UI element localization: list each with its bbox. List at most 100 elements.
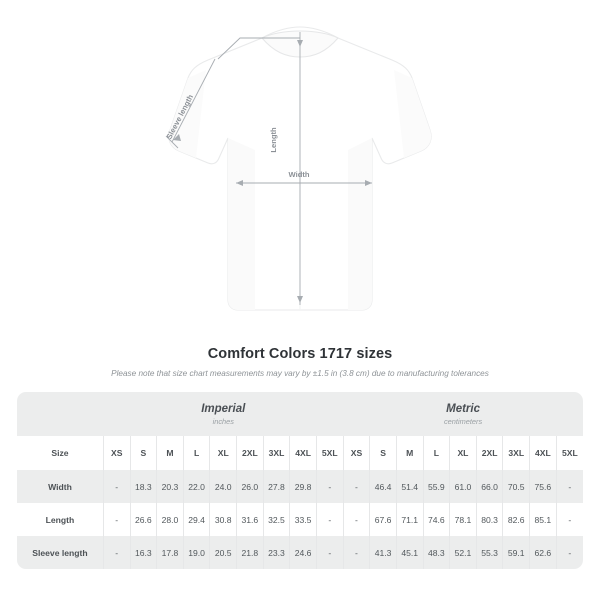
- tshirt-shade-left: [228, 138, 255, 310]
- unit-group-imperial: Imperial inches: [103, 392, 344, 436]
- size-header-metric-4xl: 4XL: [529, 436, 557, 470]
- size-header-metric-xs: XS: [342, 436, 370, 470]
- size-header-imperial-4xl: 4XL: [289, 436, 317, 470]
- unit-group-name: Imperial: [201, 402, 246, 415]
- unit-group-name: Metric: [446, 402, 480, 415]
- chart-heading: Comfort Colors 1717 sizes Please note th…: [0, 344, 600, 379]
- size-header-metric-3xl: 3XL: [502, 436, 530, 470]
- cell-length-metric-xs: -: [342, 503, 370, 536]
- row-label-sleeve-length: Sleeve length: [17, 536, 104, 569]
- cell-sleeve-length-metric-4xl: 62.6: [529, 536, 557, 569]
- cell-width-imperial-xs: -: [102, 470, 131, 503]
- tolerance-note: Please note that size chart measurements…: [111, 369, 489, 378]
- cell-width-metric-2xl: 66.0: [475, 470, 503, 503]
- cell-sleeve-length-imperial-5xl: -: [315, 536, 344, 569]
- cell-length-imperial-3xl: 32.5: [262, 503, 290, 536]
- unit-group-subtitle: inches: [212, 416, 234, 426]
- cell-sleeve-length-metric-xl: 52.1: [449, 536, 477, 569]
- cell-length-imperial-s: 26.6: [129, 503, 157, 536]
- cell-width-imperial-l: 22.0: [182, 470, 210, 503]
- tshirt-diagram: Sleeve length Length Width: [164, 26, 432, 311]
- size-header-imperial-l: L: [182, 436, 210, 470]
- table-row: Sleeve length -16.3 17.8 19.0 20.5 21.8 23.3 24…: [17, 536, 583, 569]
- cell-sleeve-length-metric-5xl: -: [555, 536, 583, 569]
- cell-width-imperial-2xl: 26.0: [236, 470, 264, 503]
- cell-width-metric-s: 46.4: [369, 470, 397, 503]
- cell-width-metric-3xl: 70.5: [502, 470, 530, 503]
- cell-length-metric-5xl: -: [555, 503, 583, 536]
- cell-width-metric-xl: 61.0: [449, 470, 477, 503]
- cell-sleeve-length-metric-l: 48.3: [422, 536, 450, 569]
- table-row: Length -26.6 28.0 29.4 30.8 31.6 32.5 33.5- -67.…: [17, 503, 583, 536]
- cell-width-imperial-4xl: 29.8: [289, 470, 317, 503]
- cell-length-imperial-4xl: 33.5: [289, 503, 317, 536]
- cell-length-imperial-5xl: -: [315, 503, 344, 536]
- cell-width-metric-4xl: 75.6: [529, 470, 557, 503]
- cell-width-imperial-xl: 24.0: [209, 470, 237, 503]
- size-header-imperial-xl: XL: [209, 436, 237, 470]
- cell-width-imperial-s: 18.3: [129, 470, 157, 503]
- tshirt-illustration: Sleeve length Length Width: [164, 26, 432, 311]
- row-label-width: Width: [17, 470, 104, 503]
- cell-sleeve-length-metric-2xl: 55.3: [475, 536, 503, 569]
- cell-sleeve-length-metric-xs: -: [342, 536, 370, 569]
- size-chart-table: Imperial inches Metric centimeters Size XS S M L…: [17, 392, 583, 569]
- cell-length-metric-2xl: 80.3: [475, 503, 503, 536]
- size-header-imperial-s: S: [129, 436, 157, 470]
- length-label: Length: [269, 127, 278, 153]
- size-header-row: Size XS S M L XL 2XL 3XL 4XL 5XL XS S M L XL 2XL 3XL 4XL 5…: [17, 436, 583, 470]
- width-label: Width: [288, 170, 309, 179]
- size-chart-table-container: Imperial inches Metric centimeters Size XS S M L…: [17, 392, 583, 569]
- unit-group-row: Imperial inches Metric centimeters: [17, 392, 583, 436]
- unit-group-subtitle: centimeters: [443, 416, 483, 426]
- tshirt-shade-right: [348, 138, 372, 310]
- cell-width-metric-m: 51.4: [395, 470, 424, 503]
- measurement-guides: [165, 32, 372, 305]
- cell-length-imperial-xl: 30.8: [209, 503, 237, 536]
- cell-length-imperial-2xl: 31.6: [236, 503, 264, 536]
- size-header-metric-m: M: [395, 436, 424, 470]
- cell-width-metric-xs: -: [342, 470, 370, 503]
- size-header-imperial-5xl: 5XL: [315, 436, 344, 470]
- cell-length-metric-xl: 78.1: [449, 503, 477, 536]
- cell-sleeve-length-metric-s: 41.3: [369, 536, 397, 569]
- cell-length-metric-4xl: 85.1: [529, 503, 557, 536]
- cell-length-metric-l: 74.6: [422, 503, 450, 536]
- size-header-metric-5xl: 5XL: [555, 436, 583, 470]
- page-title: Comfort Colors 1717 sizes: [207, 346, 393, 362]
- cell-length-metric-s: 67.6: [369, 503, 397, 536]
- cell-sleeve-length-imperial-xl: 20.5: [209, 536, 237, 569]
- cell-sleeve-length-imperial-3xl: 23.3: [262, 536, 290, 569]
- size-header-metric-2xl: 2XL: [475, 436, 503, 470]
- tshirt-shade-sleeve-right: [394, 70, 432, 158]
- cell-width-metric-l: 55.9: [422, 470, 450, 503]
- measurement-arrowheads: [173, 40, 372, 303]
- cell-sleeve-length-imperial-4xl: 24.6: [289, 536, 317, 569]
- cell-width-metric-5xl: -: [555, 470, 583, 503]
- cell-length-imperial-m: 28.0: [156, 503, 184, 536]
- row-label-length: Length: [17, 503, 104, 536]
- cell-sleeve-length-imperial-m: 17.8: [156, 536, 184, 569]
- size-header-imperial-3xl: 3XL: [262, 436, 290, 470]
- table-row: Width -18.3 20.3 22.0 24.0 26.0 27.8 29.8- -46.4…: [17, 470, 583, 503]
- cell-sleeve-length-metric-3xl: 59.1: [502, 536, 530, 569]
- cell-length-metric-3xl: 82.6: [502, 503, 530, 536]
- cell-length-metric-m: 71.1: [395, 503, 424, 536]
- size-header-metric-s: S: [369, 436, 397, 470]
- cell-sleeve-length-imperial-s: 16.3: [129, 536, 157, 569]
- cell-sleeve-length-imperial-l: 19.0: [182, 536, 210, 569]
- size-header-imperial-xs: XS: [102, 436, 131, 470]
- size-header-imperial-2xl: 2XL: [236, 436, 264, 470]
- cell-sleeve-length-imperial-xs: -: [102, 536, 131, 569]
- cell-sleeve-length-metric-m: 45.1: [395, 536, 424, 569]
- size-column-header: Size: [17, 436, 104, 470]
- cell-width-imperial-5xl: -: [315, 470, 344, 503]
- cell-length-imperial-xs: -: [102, 503, 131, 536]
- cell-width-imperial-m: 20.3: [156, 470, 184, 503]
- unit-row-spacer: [17, 392, 104, 436]
- size-header-metric-l: L: [422, 436, 450, 470]
- size-header-metric-xl: XL: [449, 436, 477, 470]
- cell-sleeve-length-imperial-2xl: 21.8: [236, 536, 264, 569]
- cell-length-imperial-l: 29.4: [182, 503, 210, 536]
- unit-group-metric: Metric centimeters: [343, 392, 583, 436]
